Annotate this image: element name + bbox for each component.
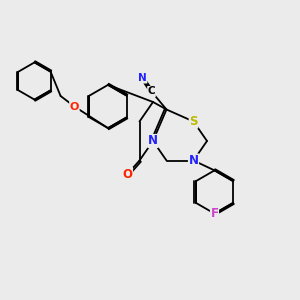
Text: N: N bbox=[148, 134, 158, 148]
Text: N: N bbox=[188, 154, 199, 167]
Text: O: O bbox=[70, 101, 79, 112]
Text: C: C bbox=[148, 86, 155, 97]
Text: O: O bbox=[122, 167, 133, 181]
Text: F: F bbox=[211, 207, 218, 220]
Text: N: N bbox=[138, 73, 147, 83]
Text: S: S bbox=[189, 115, 198, 128]
